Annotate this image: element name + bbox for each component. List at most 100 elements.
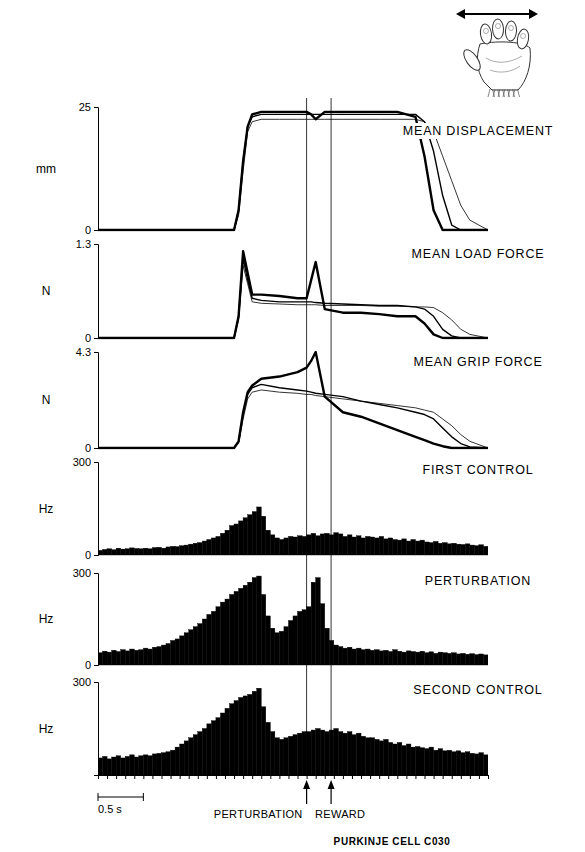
histogram-bar [397,742,402,775]
x-tick-mark [143,775,144,779]
histogram-bar [157,547,162,555]
histogram-bar [293,616,298,665]
y-axis-title: N [42,284,51,298]
y-tick-mark [94,682,98,683]
histogram-bar [316,536,321,555]
histogram-bar [375,650,380,665]
histogram-bar [184,633,189,665]
x-tick [171,775,172,779]
histogram-bar [161,753,166,775]
panel: 04.3NMEAN GRIP FORCE [42,346,546,454]
y-tick-label: 300 [73,456,91,468]
y-tick: 25 [79,101,98,113]
histogram-bar [175,747,180,775]
histogram-bar [356,648,361,665]
x-tick-mark [225,775,226,779]
histogram-bar [103,549,108,555]
histogram-bar [198,624,203,665]
hand-fur [498,89,500,97]
histogram-bar [366,649,371,665]
histogram-bar [171,640,176,665]
histogram-bar [270,628,275,665]
y-tick: 4.3 [76,346,98,358]
histogram-bar [139,756,144,775]
histogram-bar [379,651,384,665]
histogram-bar [411,747,416,775]
x-tick [216,775,217,779]
histogram-bar [361,650,366,665]
y-tick-mark [94,352,98,353]
x-tick-mark [452,775,453,779]
histogram-bar [130,755,135,775]
y-axis-line [94,353,99,449]
histogram-bar [338,534,343,555]
hand-fur [508,89,510,97]
histogram-bar [148,756,153,775]
histogram-bar [175,639,180,665]
x-tick-mark [116,775,117,779]
x-tick-mark [388,775,389,779]
histogram-bar [207,724,212,775]
event-label: REWARD [315,808,365,820]
histogram-bar [438,652,443,665]
y-tick-label: 300 [73,567,91,579]
hand-fur [513,89,515,97]
x-tick [388,775,389,779]
histogram-bar [338,647,343,665]
histogram-bar [325,732,330,775]
histogram-bar [474,655,479,665]
histogram-bar [180,546,185,555]
histogram-bar [343,536,348,555]
histogram-bar [420,748,425,775]
histogram-bar [216,607,221,665]
plot-area [98,688,488,775]
y-tick-label: 300 [73,676,91,688]
x-tick-mark [461,775,462,779]
y-tick-mark [94,107,98,108]
y-axis: 0300 [73,567,99,671]
histogram-bar [243,518,248,555]
panel-title-group: MEAN GRIP FORCE [410,354,545,370]
event-line [306,98,307,775]
histogram-bar [279,739,284,775]
hand-arrow-head [529,9,538,19]
x-tick [207,775,208,779]
x-tick-mark [243,775,244,779]
histogram-bar [266,530,271,555]
histogram-bar [302,732,307,775]
trace [98,390,488,448]
histogram-bar [474,546,479,555]
hand-arrow-head [456,9,465,19]
x-tick-mark [352,775,353,779]
histogram-bar [465,544,470,555]
histogram-bar [143,755,148,775]
y-tick-mark [94,230,98,231]
x-tick [470,775,471,779]
x-tick [352,775,353,779]
histogram-bar [248,582,253,665]
trace [98,251,488,338]
histogram-bar [284,738,289,775]
histogram-bar [461,753,466,775]
histogram-bar [121,758,126,775]
histogram-bar [130,548,135,555]
histogram-bar [402,652,407,665]
histogram-bar [161,548,166,555]
x-tick [334,775,335,779]
x-tick-mark [252,775,253,779]
x-tick-mark [98,775,99,779]
histogram-bar [434,541,439,555]
histogram-bar [230,704,235,775]
x-tick [461,775,462,779]
y-tick-label: 0 [85,224,91,236]
x-tick-mark [207,775,208,779]
histogram-bar [125,549,130,555]
x-tick [488,775,489,779]
histogram-bar [248,515,253,555]
x-tick [379,775,380,779]
x-tick [406,775,407,779]
histogram-bar [406,651,411,665]
x-tick [370,775,371,779]
histogram-bar [375,739,380,775]
x-tick [116,775,117,779]
